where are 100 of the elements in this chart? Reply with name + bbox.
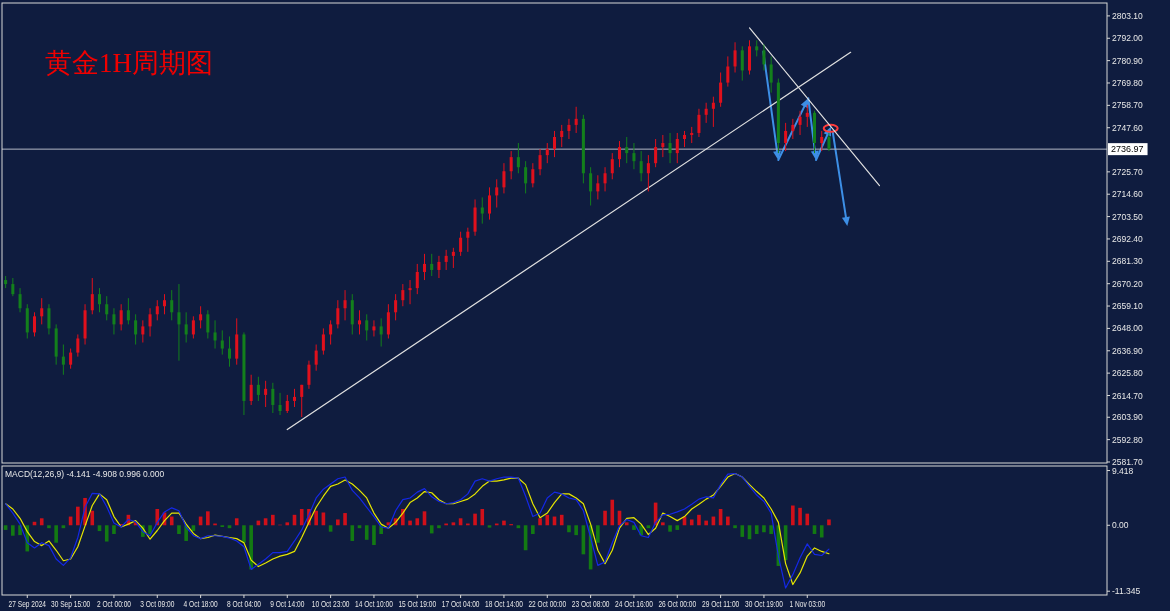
bar bbox=[480, 509, 485, 526]
x-tick-label: 10 Oct 23:00 bbox=[311, 598, 350, 609]
y-tick-label: 2625.80 bbox=[1112, 368, 1143, 379]
candlestick bbox=[762, 43, 766, 71]
bar bbox=[545, 514, 550, 526]
bar bbox=[299, 509, 304, 526]
candlestick bbox=[314, 344, 318, 372]
x-tick-label: 8 Oct 04:00 bbox=[226, 598, 262, 609]
bar bbox=[437, 525, 441, 529]
bar bbox=[603, 510, 607, 526]
bar bbox=[408, 520, 412, 526]
bar bbox=[697, 514, 701, 526]
bar bbox=[104, 525, 109, 542]
bar bbox=[805, 513, 810, 526]
candlestick bbox=[227, 335, 232, 368]
candlestick bbox=[285, 394, 289, 414]
bar bbox=[559, 514, 564, 526]
candlestick bbox=[184, 311, 188, 344]
bar bbox=[314, 510, 318, 526]
bar bbox=[234, 518, 239, 526]
candlestick bbox=[524, 160, 528, 194]
candlestick bbox=[119, 303, 123, 331]
x-tick-label: 27 Sep 2024 bbox=[8, 598, 47, 609]
candlestick bbox=[155, 299, 159, 321]
candlestick bbox=[220, 329, 224, 356]
candlestick bbox=[170, 289, 174, 321]
candlestick bbox=[661, 134, 665, 158]
bar bbox=[574, 525, 578, 536]
candlestick bbox=[560, 124, 564, 148]
y-tick-label: 2648.00 bbox=[1112, 323, 1143, 334]
bar bbox=[762, 525, 766, 533]
bar bbox=[798, 507, 802, 526]
y-tick-label: 2803.10 bbox=[1112, 10, 1143, 21]
candlestick bbox=[11, 277, 15, 297]
bar bbox=[227, 525, 232, 529]
x-tick-label: 18 Oct 14:00 bbox=[485, 598, 524, 609]
candlestick bbox=[408, 279, 412, 305]
y-tick-label: 2792.00 bbox=[1112, 33, 1143, 44]
candlestick bbox=[97, 287, 102, 313]
candlestick bbox=[697, 108, 701, 138]
chart-title: MACD(12,26,9) -4.141 -4.908 0.996 0.000 bbox=[5, 469, 165, 479]
candlestick bbox=[148, 307, 152, 337]
candlestick bbox=[372, 319, 376, 337]
candlestick bbox=[40, 297, 44, 325]
y-tick-label: 2659.10 bbox=[1112, 301, 1143, 312]
x-tick-label: 17 Oct 04:00 bbox=[441, 598, 480, 609]
candlestick bbox=[47, 303, 51, 335]
candlestick bbox=[357, 309, 362, 335]
bar bbox=[11, 525, 15, 536]
candlestick bbox=[791, 118, 795, 140]
bar bbox=[350, 525, 355, 541]
bar bbox=[343, 513, 347, 526]
bar bbox=[704, 520, 708, 526]
candlestick bbox=[264, 380, 268, 408]
candlestick bbox=[32, 311, 37, 337]
x-tick-label: 30 Oct 19:00 bbox=[745, 598, 784, 609]
candlestick bbox=[675, 132, 679, 164]
candlestick bbox=[589, 166, 593, 206]
candlestick bbox=[213, 319, 217, 350]
y-tick-label: 2636.90 bbox=[1112, 345, 1143, 356]
x-tick-label: 4 Oct 18:00 bbox=[183, 598, 219, 609]
candlestick bbox=[654, 138, 658, 168]
y-tick-label: 2581.70 bbox=[1112, 456, 1143, 467]
candlestick bbox=[112, 307, 116, 335]
candlestick bbox=[567, 118, 571, 140]
bar bbox=[740, 525, 745, 537]
candlestick bbox=[141, 319, 145, 344]
candlestick bbox=[394, 293, 398, 321]
candlestick bbox=[76, 333, 80, 358]
bar bbox=[206, 511, 210, 526]
bar bbox=[169, 516, 174, 526]
candlestick bbox=[719, 72, 723, 108]
candlestick bbox=[552, 130, 557, 158]
x-tick-label: 1 Nov 03:00 bbox=[789, 598, 826, 609]
ref-line-label: 2736.97 bbox=[1111, 144, 1144, 155]
candlestick bbox=[798, 110, 802, 136]
y-tick-label: 2780.90 bbox=[1112, 55, 1143, 66]
bar bbox=[769, 525, 773, 534]
candlestick bbox=[430, 253, 434, 277]
bar bbox=[516, 525, 521, 529]
candlestick bbox=[704, 102, 708, 124]
candlestick bbox=[386, 303, 390, 339]
candlestick bbox=[162, 293, 167, 315]
bar bbox=[726, 516, 730, 526]
bar bbox=[285, 522, 290, 526]
bar bbox=[90, 510, 95, 526]
candlestick bbox=[531, 162, 535, 188]
candlestick bbox=[603, 166, 607, 192]
bar bbox=[451, 522, 456, 526]
bar bbox=[336, 519, 340, 526]
candlestick bbox=[401, 283, 405, 307]
bar bbox=[242, 525, 246, 543]
candlestick bbox=[18, 287, 22, 313]
bar bbox=[148, 525, 152, 534]
candlestick bbox=[516, 142, 520, 174]
bar bbox=[567, 525, 571, 533]
x-tick-label: 23 Oct 08:00 bbox=[571, 598, 610, 609]
candlestick bbox=[292, 388, 297, 408]
candlestick bbox=[574, 106, 578, 134]
bar bbox=[538, 518, 542, 526]
